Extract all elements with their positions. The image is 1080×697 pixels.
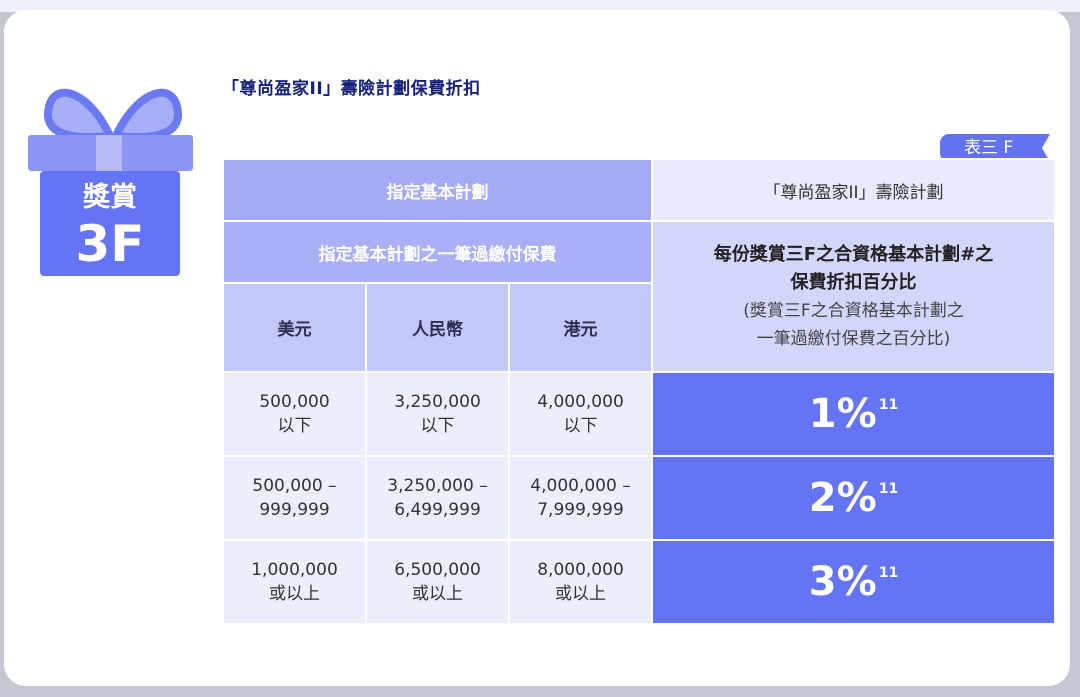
- footnote-ref: 11: [878, 397, 899, 413]
- discount-table: 指定基本計劃 「尊尚盈家II」壽險計劃 指定基本計劃之一筆過繳付保費 每份獎賞三…: [222, 158, 1056, 625]
- badge-line1: 獎賞: [82, 181, 137, 213]
- rmb-cell: 3,250,000 –6,499,999: [365, 455, 510, 541]
- header-plan-name: 「尊尚盈家II」壽險計劃: [651, 158, 1056, 222]
- rmb-cell: 6,500,000 或以上: [365, 539, 510, 625]
- hkd-cell: 4,000,000 以下: [508, 371, 653, 457]
- badge-line2: 3F: [76, 215, 145, 273]
- table-row: 1,000,000 或以上 6,500,000 或以上 8,000,000 或以上 3…: [222, 539, 1056, 625]
- table-row: 500,000 –999,999 3,250,000 –6,499,999 4,…: [222, 455, 1056, 541]
- currency-rmb: 人民幣: [365, 282, 510, 373]
- rmb-cell: 3,250,000 以下: [365, 371, 510, 457]
- usd-cell: 500,000 以下: [222, 371, 367, 457]
- header-bold-line1: 每份獎賞三F之合資格基本計劃#之: [713, 243, 994, 265]
- discount-cell: 1% 11: [651, 371, 1056, 457]
- header-note-line2: 一筆過繳付保費之百分比): [756, 328, 951, 349]
- header-designated-plan: 指定基本計劃: [222, 158, 653, 222]
- header-note-line1: (獎賞三F之合資格基本計劃之: [743, 300, 964, 321]
- hkd-cell: 4,000,000 –7,999,999: [508, 455, 653, 541]
- usd-cell: 500,000 –999,999: [222, 455, 367, 541]
- currency-hkd: 港元: [508, 282, 653, 373]
- table-row: 500,000 以下 3,250,000 以下 4,000,000 以下 1% 11: [222, 371, 1056, 457]
- usd-cell: 1,000,000 或以上: [222, 539, 367, 625]
- footnote-ref: 11: [878, 565, 899, 581]
- hkd-cell: 8,000,000 或以上: [508, 539, 653, 625]
- currency-usd: 美元: [222, 282, 367, 373]
- table-tag: 表三 F: [940, 134, 1050, 162]
- header-bold-line2: 保費折扣百分比: [790, 271, 917, 293]
- header-single-premium: 指定基本計劃之一筆過繳付保費: [222, 220, 653, 284]
- discount-cell: 3% 11: [651, 539, 1056, 625]
- header-discount-percentage: 每份獎賞三F之合資格基本計劃#之 保費折扣百分比 (獎賞三F之合資格基本計劃之 …: [651, 220, 1056, 373]
- page-top-band: [0, 0, 1080, 12]
- gift-badge: 獎賞 3F: [28, 78, 198, 278]
- page-title: 「尊尚盈家II」壽險計劃保費折扣: [222, 79, 481, 99]
- gift-icon: 獎賞 3F: [28, 88, 193, 276]
- footnote-ref: 11: [878, 481, 899, 497]
- discount-cell: 2% 11: [651, 455, 1056, 541]
